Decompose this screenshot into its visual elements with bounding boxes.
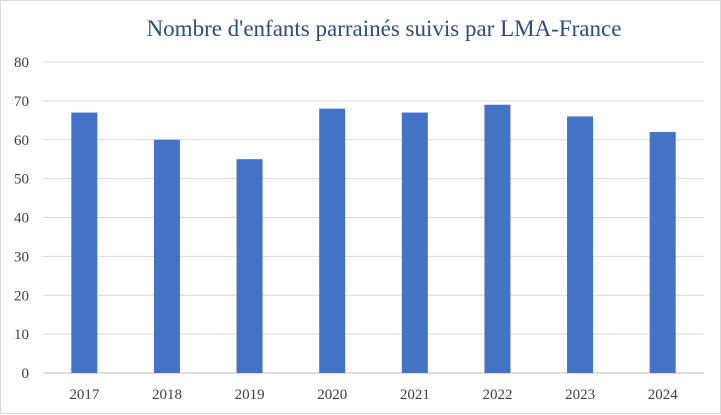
- bar-2021: [401, 112, 428, 373]
- x-tick-label: 2024: [648, 387, 679, 403]
- bars: [71, 104, 676, 374]
- bar-2024: [649, 131, 676, 373]
- chart-title: Nombre d'enfants parrainés suivis par LM…: [147, 16, 622, 41]
- y-tick-label: 0: [22, 366, 30, 382]
- y-tick-label: 60: [14, 133, 29, 149]
- y-axis-ticks: 0 10 20 30 40 50 60 70 80: [14, 55, 29, 382]
- x-tick-label: 2022: [482, 387, 512, 403]
- x-tick-label: 2017: [69, 387, 100, 403]
- y-tick-label: 50: [14, 172, 29, 188]
- y-tick-label: 80: [14, 55, 29, 71]
- x-axis-ticks: 2017 2018 2019 2020 2021 2022 2023 2024: [69, 387, 678, 403]
- y-tick-label: 30: [14, 249, 29, 265]
- bar-2017: [71, 112, 98, 373]
- bar-2020: [319, 108, 346, 374]
- x-tick-label: 2023: [565, 387, 595, 403]
- bar-2023: [567, 116, 594, 374]
- y-tick-label: 20: [14, 288, 29, 304]
- gridlines: [43, 61, 704, 374]
- x-tick-label: 2020: [317, 387, 347, 403]
- bar-2022: [484, 104, 511, 373]
- bar-2018: [153, 139, 180, 373]
- x-tick-label: 2021: [400, 387, 430, 403]
- x-tick-label: 2018: [152, 387, 182, 403]
- y-tick-label: 10: [14, 327, 29, 343]
- y-tick-label: 40: [14, 211, 29, 227]
- bar-2019: [236, 159, 263, 373]
- x-tick-label: 2019: [235, 387, 265, 403]
- y-tick-label: 70: [14, 94, 29, 110]
